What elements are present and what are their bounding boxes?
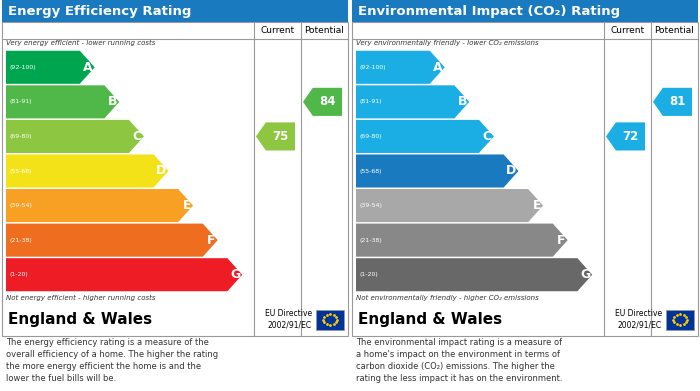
Text: Very environmentally friendly - lower CO₂ emissions: Very environmentally friendly - lower CO…	[356, 40, 538, 46]
Polygon shape	[356, 85, 469, 118]
Text: (1-20): (1-20)	[9, 272, 28, 277]
Text: Potential: Potential	[304, 26, 344, 35]
Bar	[2, 0, 348, 22]
Text: (21-38): (21-38)	[9, 238, 32, 243]
Polygon shape	[303, 88, 342, 116]
Text: C: C	[483, 130, 492, 143]
Text: 81: 81	[669, 95, 685, 108]
Polygon shape	[256, 122, 295, 151]
Text: F: F	[557, 234, 566, 247]
Text: (81-91): (81-91)	[359, 99, 382, 104]
Text: C: C	[133, 130, 142, 143]
Text: EU Directive
2002/91/EC: EU Directive 2002/91/EC	[615, 309, 662, 330]
Text: (39-54): (39-54)	[359, 203, 382, 208]
Polygon shape	[356, 51, 444, 84]
Text: (92-100): (92-100)	[359, 65, 386, 70]
Text: 72: 72	[622, 130, 638, 143]
Text: (81-91): (81-91)	[9, 99, 32, 104]
Polygon shape	[6, 51, 94, 84]
Text: Potential: Potential	[654, 26, 694, 35]
Text: B: B	[458, 95, 468, 108]
Text: (21-38): (21-38)	[359, 238, 382, 243]
Text: A: A	[83, 61, 92, 74]
Text: England & Wales: England & Wales	[8, 312, 152, 327]
Text: D: D	[156, 165, 167, 178]
Polygon shape	[606, 122, 645, 151]
Text: Not energy efficient - higher running costs: Not energy efficient - higher running co…	[6, 295, 155, 301]
Bar	[352, 0, 698, 22]
Text: (39-54): (39-54)	[9, 203, 32, 208]
Text: Not environmentally friendly - higher CO₂ emissions: Not environmentally friendly - higher CO…	[356, 295, 539, 301]
Text: D: D	[506, 165, 517, 178]
Polygon shape	[6, 85, 119, 118]
Text: The environmental impact rating is a measure of
a home's impact on the environme: The environmental impact rating is a mea…	[356, 338, 563, 384]
Text: Environmental Impact (CO₂) Rating: Environmental Impact (CO₂) Rating	[358, 5, 620, 18]
Text: 75: 75	[272, 130, 288, 143]
Text: F: F	[207, 234, 216, 247]
Polygon shape	[6, 189, 193, 222]
Text: (69-80): (69-80)	[9, 134, 32, 139]
Polygon shape	[6, 120, 144, 153]
Bar	[316, 310, 344, 330]
Text: E: E	[533, 199, 541, 212]
Bar	[2, 22, 348, 336]
Bar	[352, 22, 698, 336]
Text: The energy efficiency rating is a measure of the
overall efficiency of a home. T: The energy efficiency rating is a measur…	[6, 338, 218, 384]
Polygon shape	[6, 224, 218, 256]
Polygon shape	[356, 189, 543, 222]
Polygon shape	[356, 154, 519, 188]
Text: 84: 84	[319, 95, 336, 108]
Text: EU Directive
2002/91/EC: EU Directive 2002/91/EC	[265, 309, 312, 330]
Polygon shape	[653, 88, 692, 116]
Text: (92-100): (92-100)	[9, 65, 36, 70]
Text: (55-68): (55-68)	[9, 169, 32, 174]
Text: B: B	[108, 95, 118, 108]
Text: Current: Current	[260, 26, 295, 35]
Text: (55-68): (55-68)	[359, 169, 382, 174]
Polygon shape	[356, 224, 568, 256]
Text: Energy Efficiency Rating: Energy Efficiency Rating	[8, 5, 191, 18]
Polygon shape	[6, 154, 169, 188]
Text: (69-80): (69-80)	[359, 134, 382, 139]
Text: Very energy efficient - lower running costs: Very energy efficient - lower running co…	[6, 40, 155, 46]
Polygon shape	[6, 258, 242, 291]
Text: England & Wales: England & Wales	[358, 312, 502, 327]
Polygon shape	[356, 258, 592, 291]
Text: Current: Current	[610, 26, 645, 35]
Text: G: G	[580, 268, 590, 281]
Polygon shape	[356, 120, 494, 153]
Bar	[666, 310, 694, 330]
Text: (1-20): (1-20)	[359, 272, 378, 277]
Text: E: E	[183, 199, 191, 212]
Text: A: A	[433, 61, 442, 74]
Text: G: G	[230, 268, 240, 281]
